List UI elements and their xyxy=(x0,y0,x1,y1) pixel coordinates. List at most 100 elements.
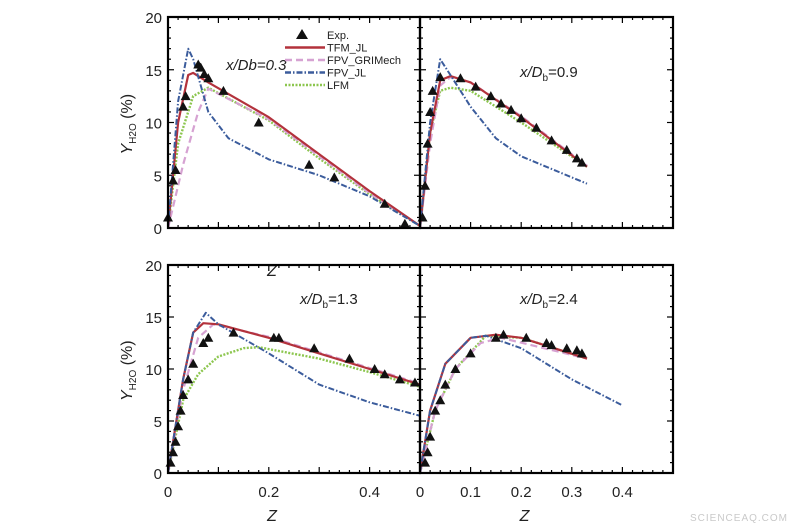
exp-data-point xyxy=(546,135,557,145)
exp-data-point xyxy=(183,374,194,384)
x-tick-label: 0 xyxy=(416,484,424,501)
series-line-fpv-jl xyxy=(420,58,588,228)
legend-item-exp-: Exp. xyxy=(296,29,349,42)
series-line-tfm-jl xyxy=(420,333,588,473)
exp-data-point xyxy=(180,91,191,101)
x-tick-label: 0.1 xyxy=(460,484,481,501)
watermark: SCIENCEAQ.COM xyxy=(689,513,788,524)
exp-data-point xyxy=(422,138,433,148)
y-axis-label: YH2O (%) xyxy=(119,94,139,155)
exp-data-point xyxy=(470,81,481,91)
y-label-sub: H2O xyxy=(128,123,139,144)
exp-data-point xyxy=(498,329,509,339)
annotation-sub: b xyxy=(323,300,329,311)
y-tick-label: 15 xyxy=(145,63,162,80)
y-label-main: Y xyxy=(119,389,136,401)
x-tick-label: 0.2 xyxy=(511,484,532,501)
y-tick-label: 0 xyxy=(154,221,162,238)
exp-data-point xyxy=(531,122,542,132)
series-line-lfm xyxy=(420,334,588,473)
legend-triangle-icon xyxy=(296,29,308,39)
exp-data-point xyxy=(175,405,186,415)
exp-data-point xyxy=(228,327,239,337)
series-line-lfm xyxy=(420,86,588,228)
exp-data-point xyxy=(309,343,320,353)
annotation-sub: b xyxy=(543,300,549,311)
exp-data-point xyxy=(399,218,410,228)
exp-data-point xyxy=(561,343,572,353)
exp-data-point xyxy=(329,172,340,182)
panel-annotation: x/Db=0.3 xyxy=(225,57,287,74)
panel-annotation: x/Db=1.3 xyxy=(299,291,358,311)
exp-data-point xyxy=(561,144,572,154)
legend-item-lfm: LFM xyxy=(285,80,349,92)
series-line-tfm-jl xyxy=(168,322,420,473)
y-label-main: Y xyxy=(119,143,136,155)
legend-label: FPV_JL xyxy=(327,68,366,80)
exp-data-point xyxy=(440,379,451,389)
x-axis-label: Z xyxy=(519,508,531,525)
exp-data-point xyxy=(425,106,436,116)
exp-data-point xyxy=(495,98,506,108)
y-tick-label: 5 xyxy=(154,168,162,185)
y-label-sub: H2O xyxy=(128,370,139,391)
y-label-unit: (%) xyxy=(119,94,136,123)
exp-data-point xyxy=(455,73,466,83)
exp-data-point xyxy=(435,395,446,405)
exp-data-point xyxy=(450,364,461,373)
exp-data-point xyxy=(178,390,189,399)
exp-data-point xyxy=(344,353,355,363)
exp-data-point xyxy=(576,157,587,167)
legend-label: Exp. xyxy=(327,30,349,42)
series-line-fpv-grimech xyxy=(168,87,420,228)
exp-data-point xyxy=(168,447,179,457)
exp-data-point xyxy=(422,447,433,457)
exp-data-point xyxy=(420,457,431,467)
annotation-value: =1.3 xyxy=(328,291,358,308)
legend-label: TFM_JL xyxy=(327,43,367,55)
exp-data-point xyxy=(409,377,420,387)
exp-data-point xyxy=(203,73,214,83)
exp-data-point xyxy=(379,369,390,379)
exp-data-point xyxy=(435,72,446,82)
x-tick-label: 0.4 xyxy=(612,484,633,501)
x-tick-label: 0.2 xyxy=(258,484,279,501)
legend-label: FPV_GRIMech xyxy=(327,55,401,67)
exp-data-point xyxy=(571,153,582,163)
exp-data-point xyxy=(379,198,390,208)
exp-data-point xyxy=(170,164,181,174)
exp-data-point xyxy=(195,62,206,72)
y-tick-label: 20 xyxy=(145,10,162,27)
exp-data-point xyxy=(420,180,431,190)
annotation-d: D xyxy=(532,291,543,308)
exp-data-point xyxy=(485,91,496,101)
exp-data-point xyxy=(465,348,476,358)
plot-frame xyxy=(418,263,675,475)
panel-annotation: x/Db=2.4 xyxy=(519,291,578,311)
exp-data-point xyxy=(218,85,229,95)
annotation-d: D xyxy=(312,291,323,308)
panel-3: x/Db=1.3 0 5 10 15 20 0 0.2 0.4 Z YH2O (%) xyxy=(119,258,422,525)
series-line-fpv-grimech xyxy=(420,336,588,473)
series-line-tfm-jl xyxy=(420,75,588,228)
series-line-fpv-jl xyxy=(168,311,420,473)
plot-frame xyxy=(418,15,675,230)
y-tick-label: 5 xyxy=(154,414,162,431)
y-tick-label: 20 xyxy=(145,258,162,275)
annotation-x: x/ xyxy=(299,291,314,308)
exp-data-point xyxy=(199,68,210,78)
exp-data-point xyxy=(203,332,214,342)
y-axis-label: YH2O (%) xyxy=(119,340,139,401)
exp-data-point xyxy=(576,348,587,358)
exp-data-point xyxy=(490,332,501,342)
exp-data-point xyxy=(369,364,380,373)
series-line-fpv-grimech xyxy=(420,76,588,228)
exp-data-point xyxy=(304,159,315,169)
legend-item-fpv-jl: FPV_JL xyxy=(285,68,366,80)
y-tick-label: 10 xyxy=(145,362,162,379)
legend-item-tfm-jl: TFM_JL xyxy=(285,43,367,55)
y-tick-label: 15 xyxy=(145,310,162,327)
